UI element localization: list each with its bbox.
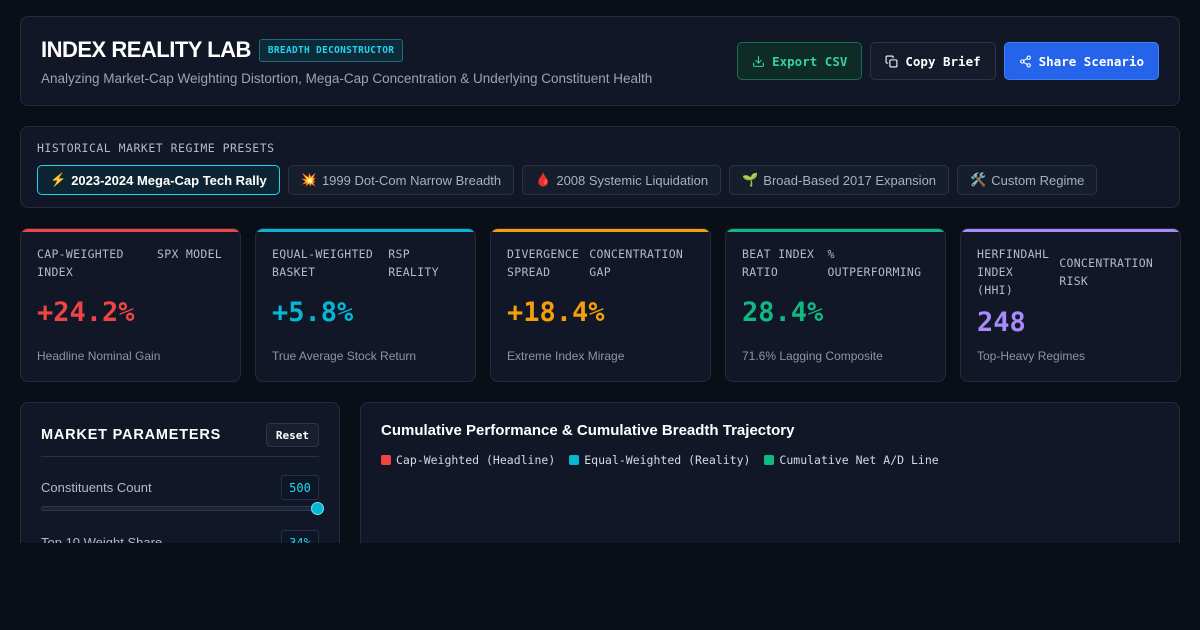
- kpi-value: +24.2%: [37, 297, 135, 328]
- legend-swatch: [381, 455, 391, 465]
- kpi-labels: CAP-WEIGHTED INDEX SPX MODEL: [37, 245, 230, 281]
- kpi-accent-bar: [961, 229, 1180, 232]
- kpi-label-secondary: % OUTPERFORMING: [827, 247, 922, 279]
- header-panel: INDEX REALITY LAB BREADTH DECONSTRUCTOR …: [20, 16, 1180, 106]
- kpi-note: Extreme Index Mirage: [507, 349, 625, 363]
- kpi-card-cap-weighted: CAP-WEIGHTED INDEX SPX MODEL +24.2% Head…: [20, 228, 241, 382]
- kpi-label-secondary: RSP REALITY: [388, 247, 439, 279]
- title-row: INDEX REALITY LAB BREADTH DECONSTRUCTOR: [41, 37, 404, 63]
- preset-2008-liquidation[interactable]: 🩸 2008 Systemic Liquidation: [522, 165, 722, 195]
- tools-icon: 🛠️: [970, 172, 987, 187]
- kpi-labels: DIVERGENCE SPREAD CONCENTRATION GAP: [507, 245, 700, 281]
- copy-icon: [885, 55, 898, 67]
- preset-label: Broad-Based 2017 Expansion: [763, 172, 937, 188]
- regime-presets-panel: HISTORICAL MARKET REGIME PRESETS ⚡ 2023-…: [20, 126, 1180, 208]
- kpi-accent-bar: [491, 229, 710, 232]
- constituents-label: Constituents Count: [41, 480, 152, 495]
- explosion-icon: 💥: [300, 172, 317, 187]
- legend-swatch: [569, 455, 580, 465]
- header-actions: Export CSV Copy Brief Share Scenario: [737, 42, 1159, 80]
- copy-brief-button[interactable]: Copy Brief: [870, 42, 996, 80]
- constituents-value-input[interactable]: 500: [281, 475, 319, 500]
- app-title: INDEX REALITY LAB: [41, 37, 251, 62]
- slider-fill: [42, 507, 318, 510]
- kpi-card-divergence: DIVERGENCE SPREAD CONCENTRATION GAP +18.…: [490, 228, 711, 382]
- kpi-value: +5.8%: [272, 297, 354, 328]
- kpi-label-secondary: SPX MODEL: [157, 247, 223, 261]
- preset-custom-regime[interactable]: 🛠️ Custom Regime: [957, 165, 1098, 195]
- legend-item-equal-weighted: Equal-Weighted (Reality): [569, 453, 750, 467]
- kpi-note: True Average Stock Return: [272, 349, 417, 363]
- app-badge: BREADTH DECONSTRUCTOR: [258, 38, 404, 62]
- preset-label: Custom Regime: [991, 172, 1085, 188]
- download-icon: [753, 55, 765, 67]
- blood-drop-icon: 🩸: [535, 172, 552, 187]
- kpi-note: Headline Nominal Gain: [37, 349, 161, 363]
- kpi-label-primary: HERFINDAHL INDEX (HHI): [977, 247, 1050, 297]
- preset-list: ⚡ 2023-2024 Mega-Cap Tech Rally 💥 1999 D…: [37, 165, 1098, 195]
- legend-item-cap-weighted: Cap-Weighted (Headline): [381, 453, 555, 467]
- legend-label: Cumulative Net A/D Line: [779, 453, 939, 467]
- kpi-label-primary: DIVERGENCE SPREAD: [507, 247, 580, 279]
- slider-thumb[interactable]: [311, 502, 324, 515]
- constituents-slider[interactable]: [41, 502, 324, 515]
- trajectory-chart-panel: Cumulative Performance & Cumulative Brea…: [360, 402, 1180, 562]
- kpi-labels: HERFINDAHL INDEX (HHI) CONCENTRATION RIS…: [977, 245, 1170, 299]
- legend-item-ad-line: Cumulative Net A/D Line: [764, 453, 939, 467]
- kpi-labels: EQUAL-WEIGHTED BASKET RSP REALITY: [272, 245, 465, 281]
- preset-label: 2023-2024 Mega-Cap Tech Rally: [71, 172, 267, 188]
- kpi-label-primary: EQUAL-WEIGHTED BASKET: [272, 247, 374, 279]
- export-csv-button[interactable]: Export CSV: [737, 42, 863, 80]
- presets-heading: HISTORICAL MARKET REGIME PRESETS: [37, 141, 275, 155]
- page-background: [0, 543, 1200, 630]
- preset-label: 2008 Systemic Liquidation: [556, 172, 709, 188]
- kpi-card-beat-index: BEAT INDEX RATIO % OUTPERFORMING 28.4% 7…: [725, 228, 946, 382]
- kpi-note: Top-Heavy Regimes: [977, 349, 1086, 363]
- preset-1999-dot-com[interactable]: 💥 1999 Dot-Com Narrow Breadth: [287, 165, 515, 195]
- export-csv-label: Export CSV: [772, 53, 848, 69]
- kpi-value: +18.4%: [507, 297, 605, 328]
- params-title: MARKET PARAMETERS: [41, 427, 222, 443]
- kpi-card-hhi: HERFINDAHL INDEX (HHI) CONCENTRATION RIS…: [960, 228, 1181, 382]
- share-scenario-label: Share Scenario: [1038, 53, 1144, 69]
- share-icon: [1019, 55, 1031, 67]
- chart-legend: Cap-Weighted (Headline) Equal-Weighted (…: [381, 453, 939, 467]
- kpi-accent-bar: [256, 229, 475, 232]
- kpi-value: 28.4%: [742, 297, 824, 328]
- legend-label: Equal-Weighted (Reality): [584, 453, 751, 467]
- kpi-label-secondary: CONCENTRATION RISK: [1059, 256, 1154, 288]
- kpi-accent-bar: [726, 229, 945, 232]
- divider: [41, 456, 319, 457]
- kpi-label-primary: CAP-WEIGHTED INDEX: [37, 247, 124, 279]
- preset-label: 1999 Dot-Com Narrow Breadth: [321, 172, 502, 188]
- kpi-value: 248: [977, 307, 1026, 338]
- share-scenario-button[interactable]: Share Scenario: [1003, 42, 1159, 80]
- preset-2017-expansion[interactable]: 🌱 Broad-Based 2017 Expansion: [729, 165, 950, 195]
- kpi-label-secondary: CONCENTRATION GAP: [589, 247, 684, 279]
- reset-button[interactable]: Reset: [265, 423, 319, 447]
- lightning-icon: ⚡: [50, 172, 67, 187]
- kpi-note: 71.6% Lagging Composite: [742, 349, 883, 363]
- legend-label: Cap-Weighted (Headline): [396, 453, 556, 467]
- kpi-label-primary: BEAT INDEX RATIO: [742, 247, 815, 279]
- preset-2023-mega-cap[interactable]: ⚡ 2023-2024 Mega-Cap Tech Rally: [37, 165, 280, 195]
- chart-title: Cumulative Performance & Cumulative Brea…: [381, 422, 795, 439]
- copy-brief-label: Copy Brief: [905, 53, 981, 69]
- kpi-labels: BEAT INDEX RATIO % OUTPERFORMING: [742, 245, 935, 281]
- seedling-icon: 🌱: [742, 172, 759, 187]
- app-subtitle: Analyzing Market-Cap Weighting Distortio…: [41, 71, 653, 86]
- market-parameters-panel: MARKET PARAMETERS Reset Constituents Cou…: [20, 402, 340, 562]
- kpi-card-equal-weighted: EQUAL-WEIGHTED BASKET RSP REALITY +5.8% …: [255, 228, 476, 382]
- kpi-row: CAP-WEIGHTED INDEX SPX MODEL +24.2% Head…: [20, 228, 1181, 382]
- legend-swatch: [764, 455, 775, 465]
- kpi-accent-bar: [21, 229, 240, 232]
